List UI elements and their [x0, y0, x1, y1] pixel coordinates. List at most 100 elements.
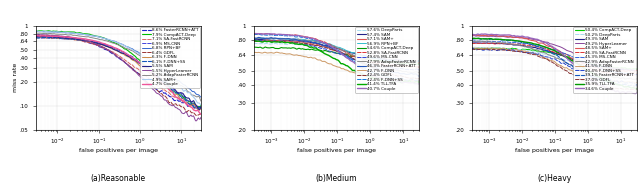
- 42.4% F-DNN+SS: [252, 33, 259, 36]
- Text: (b)Medium: (b)Medium: [316, 174, 357, 183]
- 41.4% TLL-TFA: [257, 40, 264, 43]
- 42.9% AdapFasterRCNN: [629, 78, 637, 80]
- 6.8% RPN+BF: [77, 33, 84, 35]
- 48.5% SAM+: [628, 72, 636, 74]
- 6.3% F-DNN: [36, 36, 44, 38]
- 42.4% GDFL: [408, 77, 415, 79]
- 52.8% SA-FastRCNN: [282, 34, 289, 36]
- 7.1% SA-FastRCNN: [189, 106, 197, 108]
- 42.4% F-DNN+SS: [257, 34, 265, 36]
- 5.5% HyperLeamer: [192, 120, 200, 122]
- 40.7% Couple: [282, 34, 289, 36]
- 57.6% DeepParts: [415, 59, 422, 61]
- 39.1% FasterRCNN+ATT: [513, 40, 520, 42]
- 57.1% SAM+: [415, 62, 422, 64]
- 46.3% FasterRCNN+ATT: [257, 37, 265, 39]
- 35.9% TLL-TFA: [479, 38, 486, 40]
- 8.6% FasterRCNN+ATT: [183, 103, 191, 105]
- 6.4% GDFL: [63, 36, 70, 38]
- 34.6% Couple: [631, 92, 639, 95]
- 42.7% F-DNN: [408, 79, 415, 81]
- 41.4% TLL-TFA: [408, 81, 415, 83]
- Line: 50.2% DeepParts: 50.2% DeepParts: [472, 47, 637, 70]
- 5.2% AdapFasterRCNN: [183, 89, 191, 91]
- 54.6% CompACT-Deep: [262, 46, 269, 48]
- 5.5% HyperLeamer: [184, 114, 191, 116]
- 5.5% HyperLeamer: [63, 35, 71, 38]
- 49.3% SAM: [625, 69, 633, 71]
- 42.4% F-DNN+SS: [402, 79, 410, 81]
- Line: 5.2% AdapFasterRCNN: 5.2% AdapFasterRCNN: [36, 33, 201, 101]
- 5.5% SAM: [197, 105, 205, 108]
- 50.2% DeepParts: [620, 68, 627, 71]
- 41.4% TLL-TFA: [397, 82, 405, 84]
- 8.6% FasterRCNN+ATT: [196, 107, 204, 109]
- 5.2% AdapFasterRCNN: [76, 35, 84, 37]
- 46.3% SA-FastRCNN: [478, 43, 486, 45]
- 42.4% GDFL: [250, 40, 258, 43]
- Text: (a)Reasonable: (a)Reasonable: [91, 174, 146, 183]
- 40.4% F-DNN+SS: [512, 50, 520, 52]
- 35.9% TLL-TFA: [633, 88, 640, 90]
- 42.7% F-DNN: [260, 51, 268, 54]
- 7.1% SA-FastRCNN: [43, 36, 51, 38]
- 40.7% Couple: [402, 81, 410, 83]
- 5.5% SAM: [63, 37, 71, 39]
- 5.2% AdapFasterRCNN: [42, 32, 50, 34]
- 42.7% F-DNN: [402, 79, 410, 81]
- Line: 41.4% TLL-TFA: 41.4% TLL-TFA: [254, 41, 419, 83]
- 42.7% F-DNN: [412, 80, 419, 82]
- 6.9% MS-CNN: [42, 37, 50, 39]
- 42.4% GDFL: [257, 40, 264, 42]
- 42.4% F-DNN+SS: [412, 80, 419, 82]
- Line: 41.5% F-DNN: 41.5% F-DNN: [472, 47, 637, 83]
- 7.9% CompACT-Deep: [193, 106, 200, 109]
- Line: 54.6% CompACT-Deep: 54.6% CompACT-Deep: [254, 47, 419, 64]
- 39.1% FasterRCNN+ATT: [468, 38, 476, 40]
- 39.1% FasterRCNN+ATT: [476, 38, 483, 40]
- 47.9% AdapFasterRCNN: [415, 71, 422, 74]
- 4.7% Couple: [197, 113, 205, 115]
- 49.6% MS-CNN: [402, 68, 410, 71]
- 6.3% F-DNN: [63, 38, 71, 40]
- 40.4% F-DNN+SS: [499, 49, 506, 51]
- 57.1% SAM+: [282, 40, 289, 42]
- 35.9% TLL-TFA: [499, 39, 507, 41]
- 35.9% TLL-TFA: [468, 38, 476, 40]
- 45.3% MS-CNN: [633, 74, 640, 76]
- 41.5% F-DNN: [633, 81, 640, 84]
- 4.7% Couple: [42, 35, 50, 37]
- 57.4% SAM: [260, 39, 268, 41]
- 57.4% SAM: [250, 38, 258, 41]
- 57.1% SAM+: [295, 41, 303, 43]
- 35.9% TLL-TFA: [620, 85, 627, 88]
- 46.3% FasterRCNN+ATT: [260, 37, 268, 39]
- 49.2% HyperLeamer: [620, 68, 627, 70]
- 42.9% AdapFasterRCNN: [499, 42, 506, 44]
- Line: 6.8% RPN+BF: 6.8% RPN+BF: [36, 31, 201, 97]
- 37.0% GDFL: [632, 89, 640, 91]
- 37.0% GDFL: [513, 50, 520, 52]
- 6.1% F-DNN+SS: [197, 108, 205, 110]
- 42.4% F-DNN+SS: [282, 35, 289, 37]
- 6.9% MS-CNN: [76, 39, 84, 41]
- 6.3% F-DNN: [77, 39, 84, 42]
- Y-axis label: miss rate: miss rate: [13, 63, 18, 92]
- 49.6% MS-CNN: [408, 68, 415, 70]
- 6.4% GDFL: [193, 114, 200, 117]
- 48.5% SAM+: [499, 35, 507, 37]
- 42.4% GDFL: [260, 40, 268, 42]
- 40.4% F-DNN+SS: [478, 48, 486, 51]
- 57.6% DeepParts: [413, 60, 420, 63]
- 49.2% HyperLeamer: [476, 35, 483, 37]
- 42.4% F-DNN+SS: [408, 79, 415, 81]
- 42.7% F-DNN: [250, 51, 258, 53]
- X-axis label: false positives per image: false positives per image: [297, 148, 376, 153]
- 49.2% HyperLeamer: [633, 70, 640, 72]
- 5.5% SAM: [34, 35, 42, 38]
- 52.8% SA-FastRCNN: [295, 34, 303, 37]
- 39.1% FasterRCNN+ATT: [625, 85, 633, 87]
- 56.9% RPN+BF: [257, 37, 265, 39]
- 6.8% RPN+BF: [33, 30, 40, 33]
- 5.2% AdapFasterRCNN: [197, 100, 205, 102]
